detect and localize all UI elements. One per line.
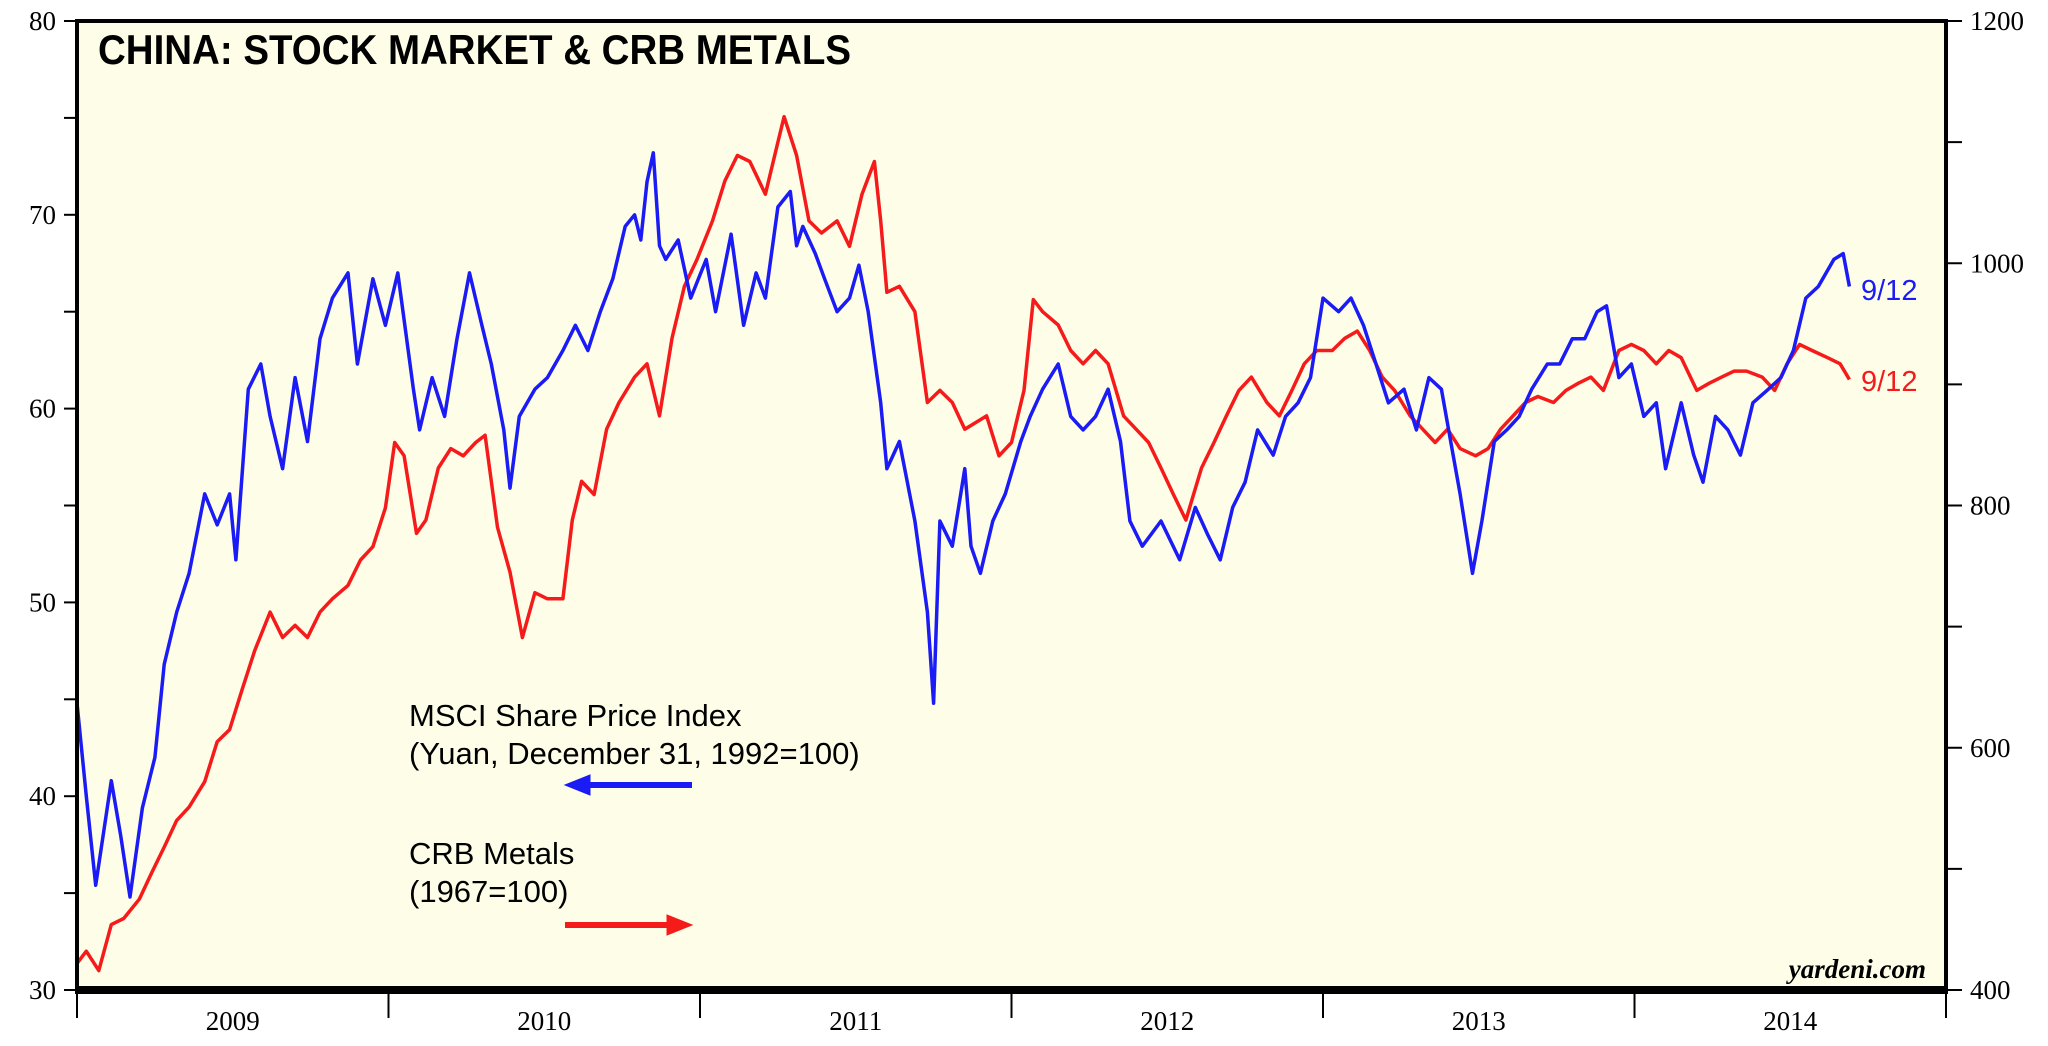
source-label: yardeni.com — [1786, 954, 1926, 984]
chart-title: CHINA: STOCK MARKET & CRB METALS — [98, 26, 851, 73]
right-axis-tick-label: 800 — [1970, 491, 2011, 521]
x-axis-tick-label: 2010 — [517, 1006, 571, 1036]
legend-crb-line1: CRB Metals — [409, 836, 574, 871]
x-axis-tick-label: 2011 — [829, 1006, 882, 1036]
legend-crb-line2: (1967=100) — [409, 874, 568, 909]
msci-end-label: 9/12 — [1861, 275, 1917, 307]
right-axis-tick-label: 400 — [1970, 975, 2011, 1005]
left-axis-tick-label: 80 — [29, 6, 56, 36]
legend-msci-arrow-left — [563, 774, 692, 796]
legend-crb-arrow-right — [565, 914, 694, 936]
x-axis-tick-label: 2012 — [1140, 1006, 1194, 1036]
right-axis: 400 600 800 1000 1200 — [1946, 6, 2024, 1005]
left-axis-tick-label: 30 — [29, 975, 56, 1005]
right-axis-tick-label: 1200 — [1970, 6, 2024, 36]
x-axis-tick-label: 2014 — [1763, 1006, 1818, 1036]
left-axis: 30 40 50 60 70 80 — [29, 6, 77, 1005]
left-axis-tick-label: 50 — [29, 587, 56, 617]
right-axis-tick-label: 1000 — [1970, 248, 2024, 278]
x-axis-tick-label: 2013 — [1452, 1006, 1506, 1036]
crb-end-label: 9/12 — [1861, 366, 1917, 398]
plot-background — [77, 21, 1946, 990]
series-layer — [75, 114, 1852, 973]
crb-series-line — [75, 114, 1851, 973]
right-axis-tick-label: 600 — [1970, 733, 2011, 763]
legend-msci-line2: (Yuan, December 31, 1992=100) — [409, 736, 860, 771]
msci-series-line — [75, 151, 1852, 899]
x-axis-tick-label: 2009 — [206, 1006, 260, 1036]
x-axis: 2009 2010 2011 2012 2013 2014 — [76, 990, 1947, 1036]
legend-msci-line1: MSCI Share Price Index — [409, 698, 742, 733]
left-axis-tick-label: 70 — [29, 200, 56, 230]
left-axis-tick-label: 60 — [29, 394, 56, 424]
left-axis-tick-label: 40 — [29, 781, 56, 811]
